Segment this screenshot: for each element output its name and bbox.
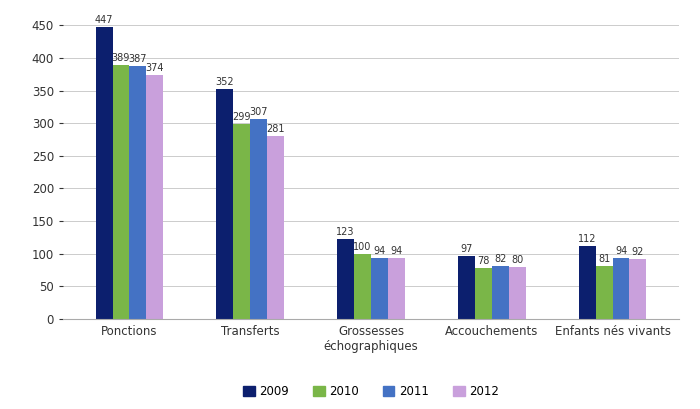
Bar — [475, 268, 492, 319]
Text: 447: 447 — [94, 15, 113, 25]
Bar — [96, 27, 113, 319]
Legend: 2009, 2010, 2011, 2012: 2009, 2010, 2011, 2012 — [238, 380, 504, 402]
Bar — [458, 256, 475, 319]
Text: 92: 92 — [631, 247, 644, 257]
Text: 78: 78 — [477, 256, 489, 266]
Text: 352: 352 — [216, 77, 234, 88]
Bar — [130, 66, 146, 319]
Text: 389: 389 — [112, 53, 130, 63]
Bar — [216, 89, 233, 319]
Bar — [354, 254, 371, 319]
Text: 123: 123 — [337, 227, 355, 237]
Bar — [233, 124, 250, 319]
Text: 82: 82 — [494, 254, 506, 263]
Text: 97: 97 — [460, 244, 473, 254]
Text: 307: 307 — [249, 107, 268, 117]
Bar — [250, 119, 267, 319]
Bar — [337, 239, 354, 319]
Bar — [612, 258, 629, 319]
Text: 94: 94 — [373, 246, 386, 256]
Bar — [596, 266, 612, 319]
Bar — [579, 246, 596, 319]
Bar — [371, 258, 388, 319]
Text: 281: 281 — [266, 124, 285, 134]
Text: 374: 374 — [146, 63, 164, 73]
Text: 100: 100 — [354, 242, 372, 252]
Bar — [388, 258, 405, 319]
Bar — [113, 65, 130, 319]
Bar — [492, 265, 509, 319]
Bar — [267, 136, 284, 319]
Text: 80: 80 — [511, 255, 524, 265]
Text: 387: 387 — [129, 54, 147, 65]
Text: 94: 94 — [615, 246, 627, 256]
Text: 299: 299 — [232, 112, 251, 122]
Bar — [146, 75, 163, 319]
Text: 81: 81 — [598, 254, 610, 264]
Text: 112: 112 — [578, 234, 596, 244]
Bar — [629, 259, 646, 319]
Bar — [509, 267, 526, 319]
Text: 94: 94 — [390, 246, 402, 256]
